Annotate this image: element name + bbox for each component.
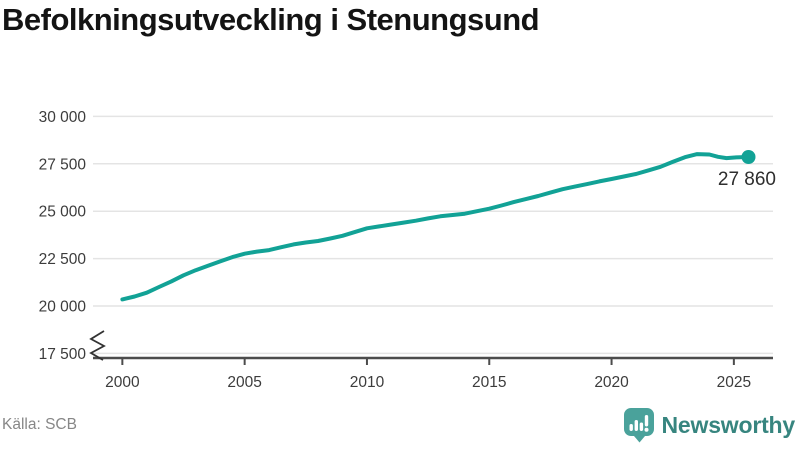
chart-title: Befolkningsutveckling i Stenungsund <box>2 2 540 37</box>
x-axis-tick-label: 2025 <box>717 374 751 391</box>
x-axis-tick-label: 2020 <box>594 374 629 391</box>
y-axis-tick-label: 22 500 <box>39 251 87 268</box>
source-note: Källa: SCB <box>2 416 77 433</box>
axis-break-icon <box>89 330 106 361</box>
y-axis-tick-label: 30 000 <box>39 109 87 126</box>
newsworthy-bubble-chart-icon <box>623 408 654 443</box>
y-axis-tick-label: 27 500 <box>39 156 87 173</box>
x-axis-tick-label: 2015 <box>472 374 506 391</box>
x-axis-tick-label: 2010 <box>350 374 385 391</box>
series-end-dot <box>741 150 756 164</box>
end-value-label: 27 860 <box>718 169 776 190</box>
x-axis-tick-label: 2000 <box>105 374 140 391</box>
newsworthy-wordmark: Newsworthy <box>661 411 796 438</box>
newsworthy-logo[interactable]: Newsworthy <box>623 407 795 443</box>
chart-svg: 17 500 20 000 22 500 25 000 27 500 30 000 2000… <box>39 109 776 391</box>
y-axis-tick-label: 17 500 <box>39 346 87 363</box>
y-axis-tick-label: 20 000 <box>39 299 87 316</box>
population-line <box>120 152 751 302</box>
footer: Källa: SCB Newsworthy <box>2 405 795 445</box>
x-axis-tick-label: 2005 <box>227 374 261 391</box>
y-axis-tick-label: 25 000 <box>39 204 87 221</box>
